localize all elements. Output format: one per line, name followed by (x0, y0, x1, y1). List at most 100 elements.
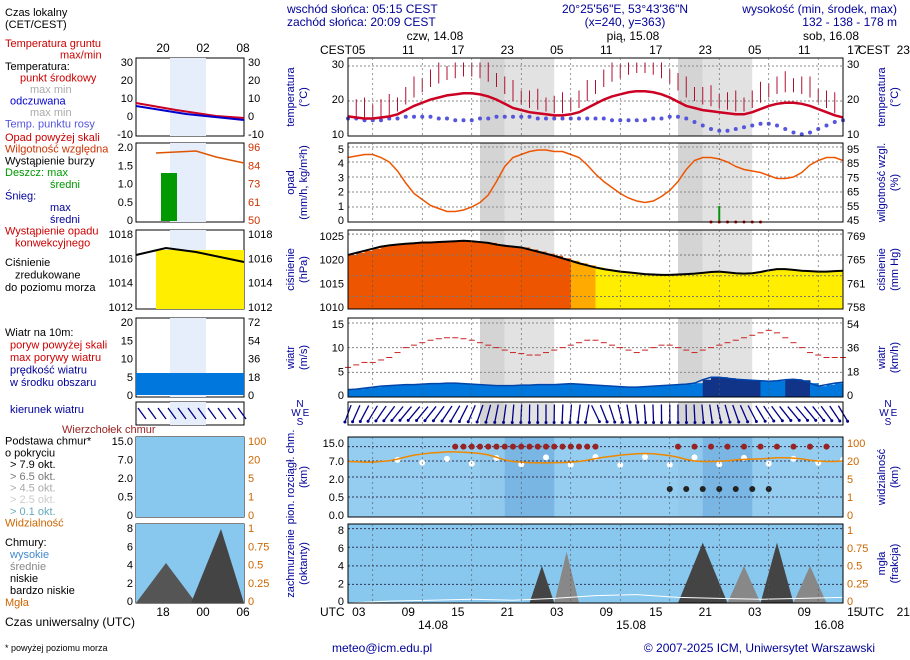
cloud-top-dot (485, 443, 492, 450)
cloud-cover-shape (554, 551, 579, 603)
dewpoint-dot (634, 118, 639, 123)
wind-arrow-head (552, 420, 556, 424)
cloud-top-dot (543, 443, 549, 450)
tick-cld-L-4: 0.0 (329, 510, 344, 522)
wind-arrow (709, 404, 713, 423)
legend-label-legend-precip-2: Wystąpienie burzy (5, 155, 95, 167)
legend-label-legend-temp-1: max/min (60, 50, 102, 62)
dewpoint-dot (808, 130, 812, 135)
wind-fill (422, 384, 431, 397)
side-label-cld-R-1: (km) (889, 466, 901, 488)
wind-fill (554, 384, 563, 397)
wind-arrow-head (838, 419, 842, 423)
legend-label-legend-precip-4: średni (50, 179, 80, 191)
wind-fill (455, 383, 464, 397)
cloud-top-dot (757, 443, 764, 450)
cloud-base-dot (666, 461, 673, 468)
wind-arrow-head (719, 420, 723, 424)
cloud-top-dot (452, 443, 459, 450)
side-label-pres-R-0: ciśnienie (876, 248, 888, 291)
wind-arrow (635, 404, 639, 423)
legend-tick-temp-R-0: 30 (248, 57, 260, 69)
bottom-date-1: 15.08 (616, 618, 646, 632)
band-dark-wdir-1 (678, 402, 703, 425)
pressure-fill (636, 273, 646, 309)
wind-fill (595, 385, 605, 397)
bottom-hour-3: 21 (501, 605, 515, 619)
dewpoint-dot (750, 123, 755, 128)
pressure-fill (744, 273, 753, 309)
dewpoint-dot (478, 116, 482, 121)
wind-fill (381, 386, 390, 397)
wind-fill (785, 379, 794, 397)
dewpoint-dot (692, 120, 697, 124)
legend-temp-line (135, 102, 245, 119)
pressure-fill (719, 271, 728, 309)
wind-fill (628, 387, 638, 397)
tick-temp-R-1: 20 (847, 94, 859, 106)
legend-label-legend-precip-0: Opad powyżej skali (5, 132, 100, 144)
dewpoint-dot (585, 116, 590, 121)
dewpoint-dot (775, 123, 779, 128)
side-label-wind-L-1: (m/s) (298, 345, 310, 370)
tick-prec-R-2: 75 (847, 172, 859, 184)
tz-utc-right: UTC (859, 605, 884, 619)
band-dark-prec-1 (678, 143, 703, 222)
dewpoint-dot (601, 116, 606, 121)
legend-label-legend-cover-2: średnie (10, 561, 46, 573)
wind-arrow-head (754, 419, 758, 423)
legend-tick-cov-R-3: 0.25 (248, 578, 269, 590)
tick-wind-R-0: 54 (847, 319, 859, 331)
main-axes: CESTCEST05111723051117230511172305czw, 1… (285, 29, 910, 632)
sunset-text: zachód słońca: 20:09 CEST (287, 15, 436, 29)
wind-fill (686, 384, 695, 397)
wind-arrow (701, 404, 705, 423)
elevation-values: 132 - 138 - 178 m (802, 15, 897, 29)
dewpoint-dot (412, 114, 416, 119)
wind-arrow-head (449, 419, 453, 423)
legend-band-wdir (170, 402, 206, 425)
wind-fill (678, 384, 687, 397)
tick-prec-R-4: 55 (847, 201, 859, 213)
compass-left-1: W (291, 408, 301, 419)
legend-utc-tick-0: 18 (156, 605, 170, 619)
tick-cld-L-0: 15.0 (323, 438, 344, 450)
pressure-fill (356, 252, 365, 309)
wind-fill (447, 383, 456, 397)
wind-fill (562, 384, 572, 397)
tick-cld-L-1: 7.0 (329, 456, 344, 468)
wind-fill (603, 385, 613, 397)
wind-arrow (591, 405, 600, 422)
legend-label-legend-precip-1: Wilgotność względna (5, 144, 109, 156)
legend-tick-pres-L-2: 1014 (109, 278, 133, 290)
tick-cld-R-1: 20 (847, 456, 859, 468)
legend-tick-cov-R-1: 0.75 (248, 541, 269, 553)
tick-wind-L-0: 15 (332, 319, 344, 331)
wind-arrow-head (660, 420, 664, 424)
legend-utc-label: Czas uniwersalny (UTC) (5, 615, 135, 629)
wind-fill (702, 379, 712, 397)
cloud-top-dot (774, 443, 780, 450)
legend-label-legend-pressure-1: zredukowane (15, 270, 80, 282)
legend-tick-cld-L-2: 2.0 (118, 473, 133, 485)
footer-email[interactable]: meteo@icm.edu.pl (332, 641, 432, 655)
wind-arrow-head (406, 418, 410, 422)
pressure-fill (570, 260, 580, 309)
dewpoint-dot (667, 114, 672, 119)
bottom-hour-2: 15 (451, 605, 465, 619)
compass-left-2: E (303, 408, 310, 419)
wind-arrow (829, 405, 841, 422)
legend-tick-wind-L-4: 0 (127, 390, 133, 402)
legend-wind-sample (136, 373, 244, 395)
bottom-hour-10: 15 (847, 605, 861, 619)
dewpoint-dot (420, 114, 425, 119)
tick-pres-R-3: 758 (847, 302, 865, 314)
legend-label-legend-precip-5: Śnieg: (5, 190, 36, 203)
wind-arrow-head (493, 420, 497, 424)
legend-label-legend-temp-0: Temperatura gruntu (5, 38, 101, 50)
side-label-prec-R-0: wilgotność wzgl. (876, 143, 888, 223)
pressure-fill (818, 271, 827, 309)
wind-line (347, 376, 844, 391)
compass-left-3: S (297, 417, 304, 428)
